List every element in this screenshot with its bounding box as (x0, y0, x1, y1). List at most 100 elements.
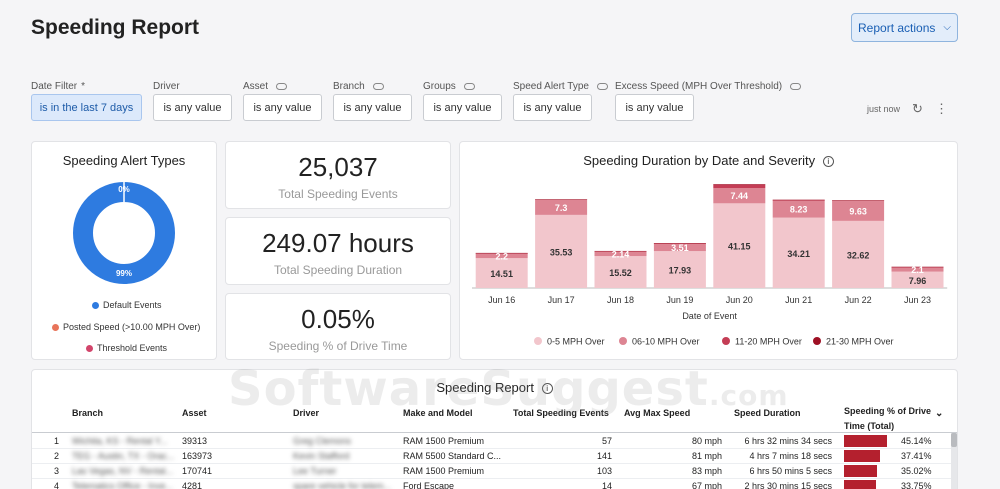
bar-segment-1[interactable] (535, 214, 588, 288)
bar-label-0-5: 34.21 (787, 249, 810, 259)
bar-segment-1[interactable] (594, 256, 647, 288)
legend-dot (86, 344, 93, 352)
bar-segment-2[interactable] (891, 267, 944, 272)
x-tick-label: Jun 23 (904, 295, 931, 305)
table-row[interactable]: 2 TEG - Austin, TX - Orac... 163973 Kevin S… (32, 449, 957, 464)
legend-item-4[interactable]: 21-30 MPH Over (813, 337, 894, 347)
duration-chart: 14.51 2.2 Jun 16 35.53 7.3 Jun 17 15.52 2.14 Jun… (472, 184, 948, 347)
refresh-icon[interactable]: ↻ (912, 101, 923, 116)
bar-segment-1[interactable] (772, 217, 825, 288)
filter-groups-input[interactable]: is any value (423, 94, 502, 121)
bar-label-06-10: 2.1 (911, 265, 924, 275)
speeding-report-table: Speeding Report i Branch Asset Driver Ma… (31, 369, 958, 489)
bar-segment-1[interactable] (832, 220, 885, 288)
bar-label-06-10: 3.51 (671, 243, 689, 253)
legend-label: Threshold Events (97, 343, 168, 353)
legend-dot (722, 337, 730, 345)
kpi-label: Total Speeding Duration (273, 263, 403, 277)
filter-branch-input[interactable]: is any value (333, 94, 412, 121)
page-title: Speeding Report (31, 16, 200, 39)
table-scrollbar[interactable] (951, 433, 957, 489)
filter-excess-speed-input[interactable]: is any value (615, 94, 694, 121)
bar-segment-1[interactable] (653, 251, 706, 288)
filter-date-input[interactable]: is in the last 7 days (31, 94, 142, 121)
col-avg-max-speed[interactable]: Avg Max Speed (624, 408, 691, 418)
filter-driver-input[interactable]: is any value (153, 94, 232, 121)
bar-segment-3[interactable] (772, 199, 825, 201)
cell-model: RAM 1500 Premium (403, 466, 485, 476)
col-total-events[interactable]: Total Speeding Events (513, 408, 609, 418)
x-tick-label: Jun 20 (726, 295, 753, 305)
cell-driver: Kevin Stafford (293, 451, 350, 461)
info-icon[interactable]: i (822, 156, 834, 168)
cell-model: Ford Escape (403, 481, 455, 489)
bar-segment-3[interactable] (713, 184, 766, 189)
x-tick-label: Jun 16 (488, 295, 515, 305)
cell-duration: 6 hrs 32 mins 34 secs (744, 436, 832, 446)
bar-segment-4[interactable] (832, 200, 885, 201)
col-make-model[interactable]: Make and Model (403, 408, 473, 418)
bar-segment-1[interactable] (475, 258, 528, 288)
cell-asset: 170741 (182, 466, 213, 476)
legend-dot (813, 337, 821, 345)
col-speed-duration[interactable]: Speed Duration (734, 408, 801, 418)
table-row[interactable]: 4 Telematics Office - Inve... 4281 spare ve… (32, 479, 957, 489)
bar-segment-2[interactable] (535, 199, 588, 215)
legend-item-3[interactable]: 11-20 MPH Over (722, 337, 802, 347)
alert-types-donut: 0% 99% (73, 182, 175, 284)
bar-segment-4[interactable] (475, 252, 528, 254)
filter-asset-input[interactable]: is any value (243, 94, 322, 121)
bar-segment-2[interactable] (594, 251, 647, 257)
table-row[interactable]: 3 Las Vegas, NV - Rental... 170741 Lee Turn… (32, 464, 957, 479)
x-tick-label: Jun 21 (785, 295, 812, 305)
cell-pct: 33.75% (901, 481, 932, 489)
bar-segment-4[interactable] (653, 243, 706, 244)
bar-segment-2[interactable] (653, 243, 706, 252)
legend-dot (52, 323, 59, 331)
table-row[interactable]: 1 Wichita, KS - Rental Y... 39313 Greg Clem… (32, 434, 957, 449)
bar-segment-4[interactable] (772, 199, 825, 201)
bar-segment-1[interactable] (713, 203, 766, 288)
col-speeding-pct[interactable]: Speeding % of Drive Time (Total) (844, 406, 932, 431)
legend-posted-speed: Posted Speed (>10.00 MPH Over) (52, 322, 200, 332)
filter-speed-alert-type-input[interactable]: is any value (513, 94, 592, 121)
chevron-down-icon: ⌵ (943, 22, 951, 33)
col-driver[interactable]: Driver (293, 408, 320, 418)
cell-branch: Wichita, KS - Rental Y... (72, 436, 168, 446)
filter-excess-speed: Excess Speed (MPH Over Threshold) is any… (615, 79, 802, 121)
cell-driver: Greg Clemons (293, 436, 352, 446)
bar-segment-4[interactable] (594, 250, 647, 252)
bar-segment-2[interactable] (772, 200, 825, 218)
info-icon[interactable]: i (541, 383, 553, 395)
legend-dot (619, 337, 627, 345)
more-vertical-icon[interactable]: ⋮ (934, 101, 948, 116)
report-actions-button[interactable]: Report actions ⌵ (851, 13, 958, 42)
col-asset[interactable]: Asset (182, 408, 207, 418)
bar-segment-2[interactable] (713, 188, 766, 204)
cell-driver: spare vehicle for telem... (293, 481, 392, 489)
col-branch[interactable]: Branch (72, 408, 104, 418)
table-scrollbar-thumb[interactable] (951, 433, 957, 447)
bar-label-06-10: 8.23 (790, 205, 808, 215)
refresh-status: just now (867, 104, 901, 114)
kpi-total-events: 25,037 Total Speeding Events (225, 141, 451, 209)
bar-segment-2[interactable] (475, 253, 528, 259)
bar-segment-4[interactable] (713, 184, 766, 185)
bar-segment-1[interactable] (891, 271, 944, 288)
pct-bar (844, 435, 887, 447)
bar-label-06-10: 9.63 (849, 206, 867, 216)
bar-label-06-10: 2.14 (612, 249, 630, 259)
filter-branch: Branch is any value (333, 79, 412, 121)
bar-segment-4[interactable] (891, 266, 944, 268)
cell-n: 1 (54, 436, 60, 446)
chevron-down-icon[interactable]: ⌄ (935, 408, 944, 419)
legend-threshold-events: Threshold Events (86, 343, 167, 353)
donut-slice-default[interactable] (73, 182, 175, 284)
legend-item-2[interactable]: 06-10 MPH Over (619, 337, 700, 347)
bar-segment-2[interactable] (832, 201, 885, 221)
legend-item-1[interactable]: 0-5 MPH Over (534, 337, 605, 347)
x-tick-label: Jun 18 (607, 295, 634, 305)
cell-branch: TEG - Austin, TX - Orac... (72, 451, 175, 461)
bar-segment-4[interactable] (535, 199, 588, 200)
x-tick-label: Jun 22 (845, 295, 872, 305)
